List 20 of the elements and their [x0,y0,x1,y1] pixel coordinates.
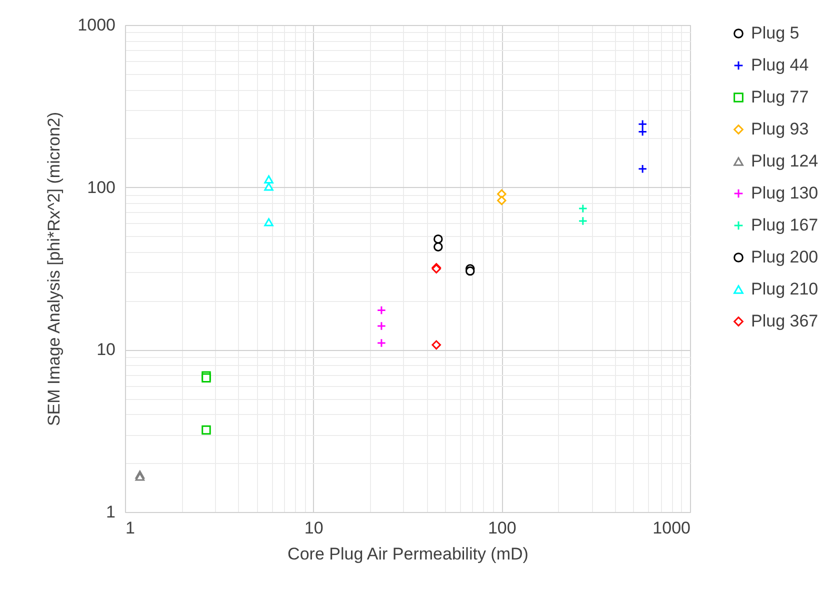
legend-label: Plug 200 [751,248,818,266]
y-tick-label: 100 [87,178,116,197]
legend-label: Plug 210 [751,280,818,298]
y-tick-label: 10 [96,340,116,360]
legend-label: Plug 93 [751,120,809,138]
x-tick-label: 100 [488,518,516,538]
x-tick-label: 10 [304,518,324,538]
legend-label: Plug 5 [751,24,800,42]
x-tick-label: 1000 [652,518,690,538]
legend-label: Plug 77 [751,88,809,106]
y-tick-label: 1000 [78,16,116,34]
y-axis-title: SEM Image Analysis [phi*Rx^2] (micron2) [44,112,64,426]
legend-label: Plug 130 [751,184,818,202]
x-axis-title: Core Plug Air Permeability (mD) [288,544,528,564]
y-tick-label: 1 [106,502,116,522]
legend-label: Plug 167 [751,216,818,234]
legend-label: Plug 367 [751,312,818,330]
x-tick-label: 1 [126,518,135,538]
legend-label: Plug 44 [751,56,809,74]
legend-label: Plug 124 [751,152,818,170]
